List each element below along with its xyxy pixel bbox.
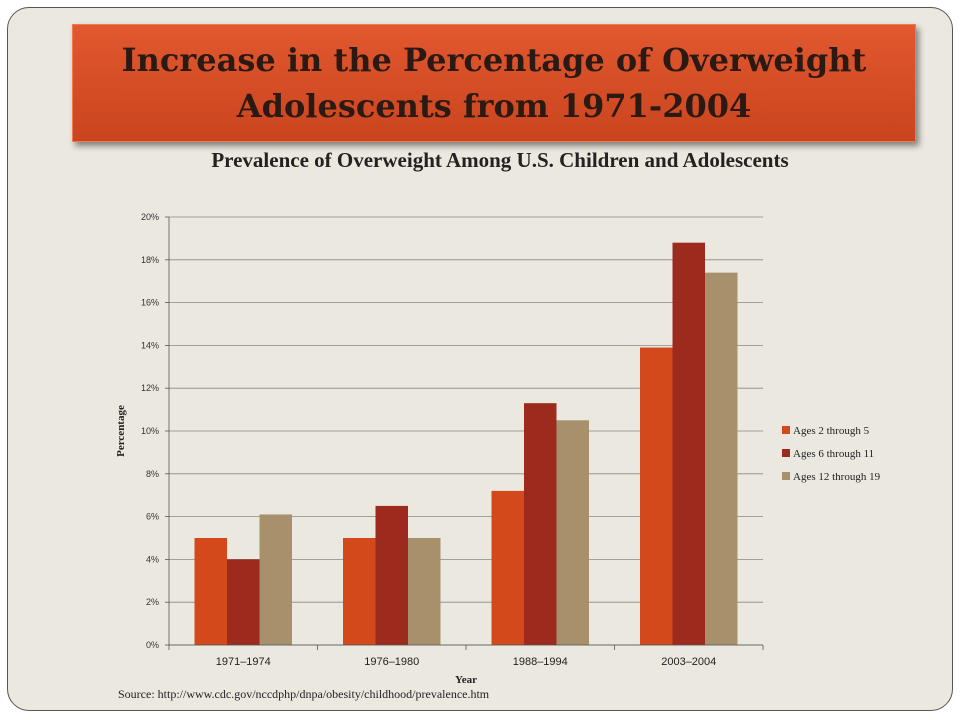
title-banner: Increase in the Percentage of Overweight… (72, 24, 916, 142)
chart-title: Prevalence of Overweight Among U.S. Chil… (211, 148, 789, 172)
bar-2-3 (524, 403, 557, 645)
legend-swatch-3 (782, 472, 790, 480)
x-category-label: 1976–1980 (364, 656, 419, 668)
y-tick-label: 4% (146, 554, 159, 564)
legend-label-2: Ages 6 through 11 (793, 448, 874, 460)
legend-swatch-1 (782, 426, 790, 434)
y-tick-label: 8% (146, 469, 159, 479)
y-tick-label: 18% (141, 255, 159, 265)
y-tick-label: 2% (146, 597, 159, 607)
source-citation: Source: http://www.cdc.gov/nccdphp/dnpa/… (118, 687, 490, 701)
y-tick-label: 14% (141, 340, 159, 350)
bar-2-2 (375, 505, 408, 645)
bar-2-1 (227, 559, 260, 645)
bar-1-1 (194, 538, 227, 645)
bar-3-4 (705, 272, 738, 645)
legend-label-1: Ages 2 through 5 (793, 425, 870, 437)
x-category-label: 1988–1994 (513, 656, 568, 668)
x-category-label: 1971–1974 (216, 656, 271, 668)
y-tick-label: 0% (146, 640, 159, 650)
x-category-label: 2003–2004 (661, 656, 716, 668)
y-tick-label: 10% (141, 426, 159, 436)
bar-2-4 (672, 242, 705, 645)
y-axis-title: Percentage (115, 405, 127, 457)
legend-label-3: Ages 12 through 19 (793, 471, 881, 483)
y-tick-label: 12% (141, 383, 159, 393)
bar-1-4 (640, 347, 673, 645)
bar-3-1 (259, 514, 292, 645)
legend-swatch-2 (782, 449, 790, 457)
y-tick-label: 16% (141, 298, 159, 308)
bar-1-3 (491, 490, 524, 645)
bar-1-2 (343, 538, 376, 645)
slide-title: Increase in the Percentage of Overweight… (121, 41, 867, 125)
bar-3-2 (408, 538, 441, 645)
y-tick-label: 20% (141, 212, 159, 222)
bar-3-3 (556, 420, 589, 645)
y-tick-label: 6% (146, 512, 159, 522)
x-axis-title: Year (455, 674, 477, 686)
